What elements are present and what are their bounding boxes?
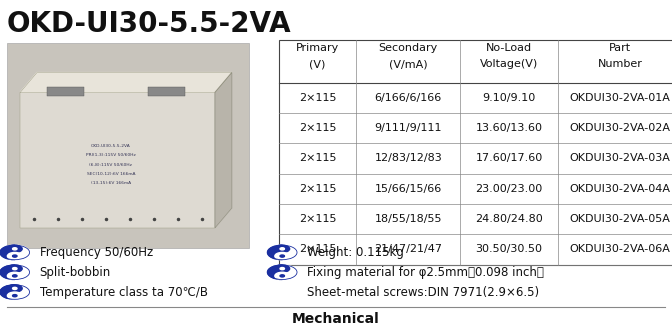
Text: Voltage(V): Voltage(V)	[480, 59, 538, 69]
Text: 18/55/18/55: 18/55/18/55	[374, 214, 442, 224]
Text: 6/166/6/166: 6/166/6/166	[374, 93, 442, 103]
Circle shape	[280, 255, 284, 257]
Text: 2×115: 2×115	[299, 153, 336, 163]
Circle shape	[7, 292, 22, 299]
Circle shape	[13, 268, 17, 270]
Text: (6-8):115V 50/60Hz: (6-8):115V 50/60Hz	[89, 163, 132, 167]
Polygon shape	[215, 73, 232, 228]
Text: Primary: Primary	[296, 43, 339, 53]
Text: OKDUI30-2VA-01A: OKDUI30-2VA-01A	[569, 93, 671, 103]
Circle shape	[267, 265, 297, 280]
Circle shape	[7, 265, 22, 272]
Circle shape	[280, 248, 284, 250]
Text: Part: Part	[609, 43, 631, 53]
Text: OKDUI30-2VA-05A: OKDUI30-2VA-05A	[569, 214, 671, 224]
Wedge shape	[0, 265, 15, 280]
Circle shape	[13, 248, 17, 250]
Text: Sheet-metal screws:DIN 7971(2.9×6.5): Sheet-metal screws:DIN 7971(2.9×6.5)	[307, 285, 539, 299]
Wedge shape	[0, 245, 15, 260]
Circle shape	[275, 252, 290, 260]
FancyBboxPatch shape	[279, 40, 672, 265]
Text: 24.80/24.80: 24.80/24.80	[475, 214, 543, 224]
Text: 21/47/21/47: 21/47/21/47	[374, 245, 442, 254]
Text: SEC(10-12):6V 166mA: SEC(10-12):6V 166mA	[87, 172, 135, 176]
Text: Weight: 0.115kg: Weight: 0.115kg	[307, 246, 404, 259]
Circle shape	[275, 272, 290, 280]
FancyBboxPatch shape	[20, 92, 215, 228]
Circle shape	[280, 268, 284, 270]
Circle shape	[0, 245, 30, 260]
Text: OKD-UI30-5.5-2VA: OKD-UI30-5.5-2VA	[7, 10, 292, 38]
Circle shape	[275, 245, 290, 252]
Text: (V/mA): (V/mA)	[389, 59, 427, 69]
Wedge shape	[267, 245, 282, 260]
Circle shape	[0, 285, 30, 299]
Text: OKDUI30-2VA-03A: OKDUI30-2VA-03A	[569, 153, 671, 163]
Text: 9/111/9/111: 9/111/9/111	[374, 123, 442, 133]
Text: Fixing material for φ2.5mm（0.098 inch）: Fixing material for φ2.5mm（0.098 inch）	[307, 266, 544, 279]
Text: 30.50/30.50: 30.50/30.50	[476, 245, 542, 254]
Text: 17.60/17.60: 17.60/17.60	[475, 153, 543, 163]
Text: 2×115: 2×115	[299, 245, 336, 254]
Circle shape	[7, 272, 22, 280]
Circle shape	[275, 265, 290, 272]
Text: Number: Number	[597, 59, 642, 69]
Text: Temperature class ta 70℃/B: Temperature class ta 70℃/B	[40, 285, 208, 299]
Text: (13-15):6V 166mA: (13-15):6V 166mA	[91, 181, 131, 185]
Text: 12/83/12/83: 12/83/12/83	[374, 153, 442, 163]
Polygon shape	[20, 73, 232, 92]
Wedge shape	[267, 265, 282, 280]
Text: 15/66/15/66: 15/66/15/66	[374, 184, 442, 194]
Text: 2×115: 2×115	[299, 123, 336, 133]
Text: 23.00/23.00: 23.00/23.00	[475, 184, 543, 194]
Wedge shape	[0, 285, 15, 299]
Circle shape	[280, 275, 284, 277]
FancyBboxPatch shape	[47, 87, 84, 96]
Text: 13.60/13.60: 13.60/13.60	[476, 123, 542, 133]
Text: PRI(1-3):115V 50/60Hz: PRI(1-3):115V 50/60Hz	[86, 153, 136, 157]
Circle shape	[13, 295, 17, 297]
Text: OKDUI30-2VA-04A: OKDUI30-2VA-04A	[569, 184, 671, 194]
Text: 2×115: 2×115	[299, 214, 336, 224]
Text: OKD-UI30-5.5-2VA: OKD-UI30-5.5-2VA	[91, 144, 131, 148]
Text: Frequency 50/60Hz: Frequency 50/60Hz	[40, 246, 153, 259]
Circle shape	[13, 255, 17, 257]
FancyBboxPatch shape	[7, 43, 249, 248]
Text: 2×115: 2×115	[299, 93, 336, 103]
FancyBboxPatch shape	[148, 87, 185, 96]
Text: (V): (V)	[309, 59, 326, 69]
Circle shape	[7, 252, 22, 260]
Text: OKDUI30-2VA-02A: OKDUI30-2VA-02A	[569, 123, 671, 133]
Text: 9.10/9.10: 9.10/9.10	[482, 93, 536, 103]
Text: 2×115: 2×115	[299, 184, 336, 194]
Text: Secondary: Secondary	[378, 43, 438, 53]
Text: Split-bobbin: Split-bobbin	[40, 266, 111, 279]
Circle shape	[0, 265, 30, 280]
Circle shape	[267, 245, 297, 260]
Text: OKDUI30-2VA-06A: OKDUI30-2VA-06A	[569, 245, 671, 254]
Text: Mechanical: Mechanical	[292, 312, 380, 326]
Circle shape	[7, 285, 22, 292]
Text: No-Load: No-Load	[486, 43, 532, 53]
Circle shape	[13, 287, 17, 289]
Circle shape	[7, 245, 22, 252]
Circle shape	[13, 275, 17, 277]
